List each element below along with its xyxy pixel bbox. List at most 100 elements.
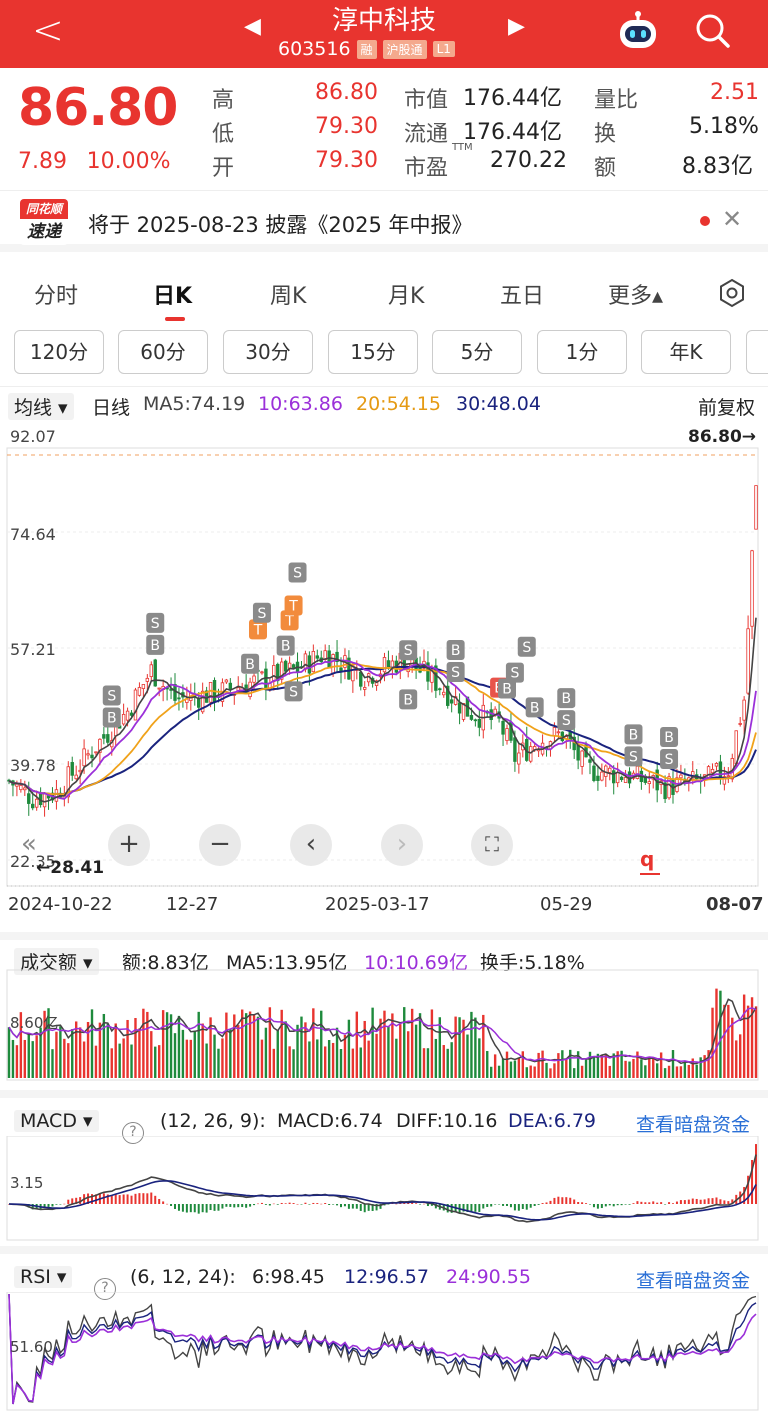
trade-mark-s[interactable]: S	[146, 612, 165, 633]
trade-mark-b[interactable]: B	[446, 639, 465, 660]
indicator-selector[interactable]: 均线 ▾	[8, 393, 74, 420]
macd-bar	[359, 1204, 362, 1211]
robot-assistant-icon[interactable]	[616, 10, 660, 50]
trade-mark-b[interactable]: B	[399, 689, 418, 710]
trade-mark-s[interactable]: S	[446, 661, 465, 682]
volume-chart[interactable]: 8.60亿	[0, 968, 768, 1084]
trade-mark-b[interactable]: B	[498, 678, 516, 699]
macd-chart[interactable]: 3.15	[0, 1136, 768, 1244]
candle-body	[141, 684, 146, 689]
trade-mark-s[interactable]: S	[399, 640, 418, 661]
trade-mark-b[interactable]: B	[241, 653, 260, 674]
macd-dark-pool-link[interactable]: 查看暗盘资金	[636, 1114, 751, 1136]
candle-body	[200, 690, 205, 713]
trade-mark-b[interactable]: B	[624, 724, 643, 745]
candle-body	[592, 765, 596, 781]
volume-bar	[15, 1045, 19, 1078]
candle-body	[327, 650, 331, 669]
trade-mark-s[interactable]: S	[557, 710, 576, 731]
trade-mark-s[interactable]: S	[505, 662, 524, 683]
candle-body	[615, 771, 620, 784]
svg-text:S: S	[665, 752, 674, 768]
candle-body	[351, 665, 355, 682]
trade-mark-b[interactable]: B	[557, 688, 576, 709]
macd-bar	[731, 1199, 734, 1204]
trade-mark-b[interactable]: B	[660, 726, 679, 747]
macd-bar	[624, 1204, 627, 1205]
x-tick-2: 12-27	[166, 894, 219, 915]
rsi-dark-pool-link[interactable]: 查看暗盘资金	[636, 1270, 751, 1292]
fullscreen-button[interactable]: ⛶	[471, 824, 513, 866]
trade-mark-t[interactable]: T	[249, 619, 267, 640]
x-tick-1: 2024-10-22	[8, 894, 113, 915]
scroll-left-button[interactable]: ‹	[290, 824, 332, 866]
macd-bar	[675, 1201, 678, 1204]
macd-bar	[490, 1204, 493, 1207]
trade-mark-b[interactable]: B	[146, 634, 165, 655]
trade-mark-s[interactable]: S	[624, 746, 643, 767]
close-icon[interactable]: ✕	[722, 205, 743, 233]
interval-more[interactable]	[746, 330, 768, 374]
y-tick-4: 39.78	[10, 756, 56, 775]
tag-margin: 融	[356, 39, 377, 59]
kline-chart[interactable]: BSBSBTSBTTSSSBSBBBSSBSBSBSB 92.07 74.64 …	[0, 420, 768, 890]
trade-mark-s[interactable]: S	[102, 685, 121, 706]
prev-stock-icon[interactable]: ◀	[244, 14, 261, 39]
macd-bar	[446, 1204, 449, 1213]
notice-text[interactable]: 将于 2025-08-23 披露《2025 年中报》	[88, 213, 473, 237]
trade-mark-b[interactable]: B	[102, 707, 121, 728]
trade-mark-s[interactable]: S	[252, 602, 271, 623]
trade-mark-b[interactable]: B	[525, 697, 544, 718]
tag-connect: 沪股通	[382, 39, 427, 59]
trade-mark-s[interactable]: S	[284, 681, 303, 702]
interval-buttons: 120分 60分 30分 15分 5分 1分 年K	[0, 330, 768, 378]
tab-weekly[interactable]: 周K	[270, 284, 307, 309]
trade-mark-s[interactable]: S	[288, 562, 307, 583]
search-icon[interactable]	[694, 12, 732, 50]
macd-bar	[411, 1202, 414, 1204]
scroll-left-fast-icon[interactable]: «	[21, 829, 37, 859]
period-tabs: 分时 日K 周K 月K 五日 更多▴	[0, 262, 768, 322]
tab-daily[interactable]: 日K	[153, 284, 193, 309]
adjust-mode[interactable]: 前复权	[698, 397, 756, 419]
macd-selector[interactable]: MACD ▾	[14, 1110, 99, 1132]
macd-bar	[233, 1204, 236, 1208]
volume-bar	[588, 1051, 592, 1078]
interval-30min[interactable]: 30分	[223, 330, 313, 374]
macd-bar	[75, 1197, 78, 1204]
interval-60min[interactable]: 60分	[118, 330, 208, 374]
zoom-out-button[interactable]: −	[199, 824, 241, 866]
trade-mark-t[interactable]: T	[284, 595, 303, 616]
tab-monthly[interactable]: 月K	[388, 284, 425, 309]
volume-bar	[347, 1019, 351, 1078]
macd-bar	[213, 1204, 216, 1211]
notice-bar[interactable]: 同花顺 速递 将于 2025-08-23 披露《2025 年中报》 ✕	[0, 190, 768, 252]
tab-more[interactable]: 更多▴	[608, 284, 664, 309]
back-icon[interactable]: <	[32, 8, 64, 52]
interval-year[interactable]: 年K	[641, 330, 731, 374]
ma20-value: 20:54.15	[356, 393, 441, 415]
candle-body	[501, 720, 505, 735]
zoom-in-button[interactable]: +	[108, 824, 150, 866]
trade-mark-b[interactable]: B	[276, 635, 295, 656]
next-stock-icon[interactable]: ▶	[508, 14, 525, 39]
tab-five-day[interactable]: 五日	[500, 284, 545, 309]
trade-mark-s[interactable]: S	[660, 748, 679, 769]
volume-bar	[750, 997, 754, 1078]
interval-15min[interactable]: 15分	[328, 330, 418, 374]
rsi-selector[interactable]: RSI ▾	[14, 1266, 73, 1288]
interval-120min[interactable]: 120分	[14, 330, 104, 374]
volume-bar	[142, 1008, 145, 1078]
settings-icon[interactable]	[717, 278, 747, 308]
interval-1min[interactable]: 1分	[537, 330, 627, 374]
macd-bar	[268, 1204, 271, 1206]
scroll-right-button[interactable]: ›	[381, 824, 423, 866]
y-tick-5: 22.35	[10, 852, 56, 871]
interval-5min[interactable]: 5分	[432, 330, 522, 374]
trade-mark-s[interactable]: S	[517, 636, 536, 657]
rsi-chart[interactable]: 51.60	[0, 1292, 768, 1412]
volume-bar	[292, 1049, 295, 1078]
volume-bar	[707, 1050, 710, 1078]
tab-intraday[interactable]: 分时	[34, 284, 79, 309]
macd-bar	[142, 1193, 145, 1204]
